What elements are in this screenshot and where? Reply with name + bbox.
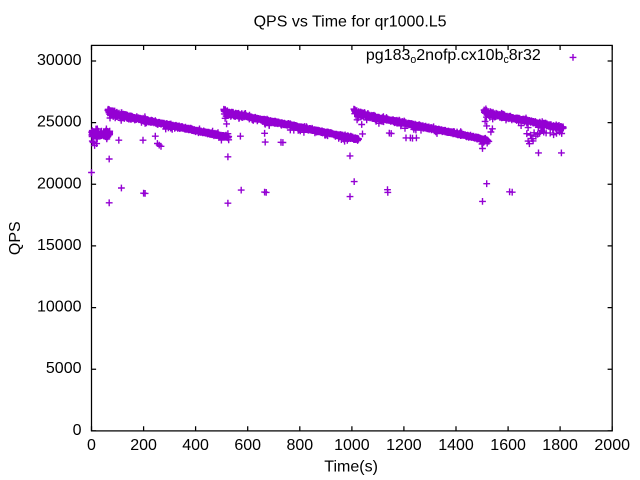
svg-text:10000: 10000 [37, 299, 82, 316]
svg-text:Time(s): Time(s) [324, 459, 378, 476]
svg-text:pg183o2nofp.cx10bc8r32: pg183o2nofp.cx10bc8r32 [366, 47, 541, 66]
svg-text:1800: 1800 [542, 437, 578, 454]
svg-text:600: 600 [234, 437, 261, 454]
svg-text:1200: 1200 [386, 437, 422, 454]
svg-text:30000: 30000 [37, 52, 82, 69]
svg-text:QPS vs Time for qr1000.L5: QPS vs Time for qr1000.L5 [254, 14, 447, 31]
svg-text:25000: 25000 [37, 114, 82, 131]
svg-text:200: 200 [130, 437, 157, 454]
svg-text:0: 0 [87, 437, 96, 454]
svg-text:1000: 1000 [334, 437, 370, 454]
svg-text:QPS: QPS [7, 221, 24, 255]
svg-text:2000: 2000 [594, 437, 630, 454]
svg-text:0: 0 [73, 422, 82, 439]
svg-text:800: 800 [286, 437, 313, 454]
svg-text:400: 400 [182, 437, 209, 454]
svg-text:1600: 1600 [490, 437, 526, 454]
svg-text:1400: 1400 [438, 437, 474, 454]
svg-text:5000: 5000 [46, 360, 82, 377]
svg-text:15000: 15000 [37, 237, 82, 254]
svg-text:20000: 20000 [37, 175, 82, 192]
